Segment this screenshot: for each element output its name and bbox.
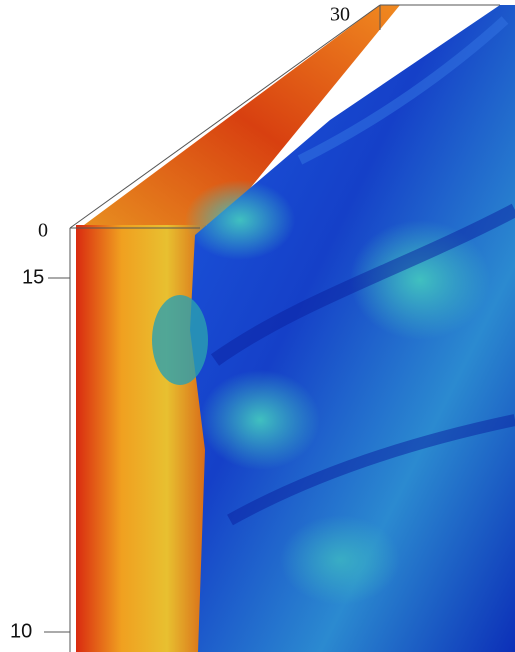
axis-label: 30 <box>330 4 350 26</box>
axis-label: 0 <box>38 220 48 242</box>
axis-label: 10 <box>10 620 32 642</box>
highlight <box>200 370 320 470</box>
vortex <box>152 295 208 385</box>
warm-slab <box>76 225 206 652</box>
render <box>76 5 515 652</box>
visualization: 30 0 15 10 <box>0 0 515 652</box>
highlight <box>280 515 400 605</box>
axis-label: 15 <box>22 266 44 288</box>
highlight <box>185 180 295 260</box>
